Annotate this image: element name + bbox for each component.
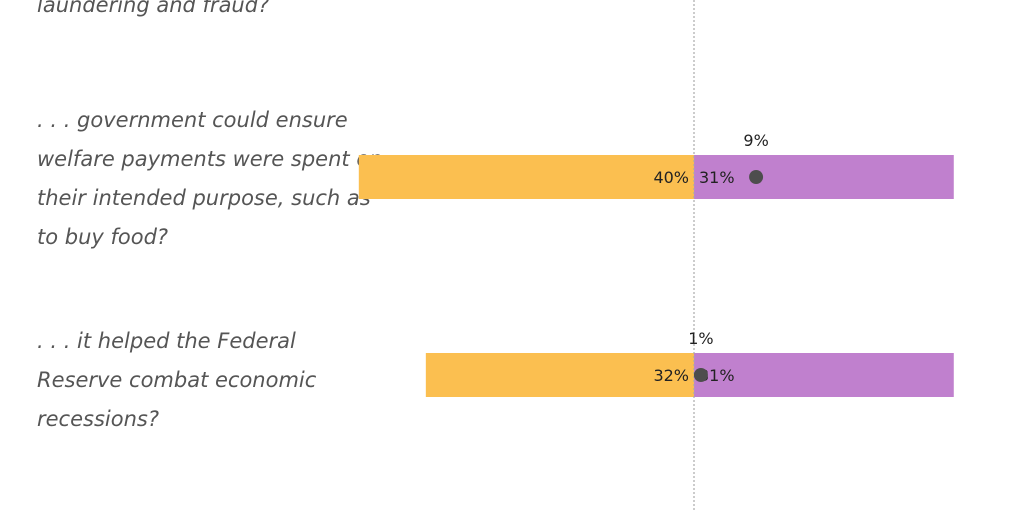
bar-left-label-recessions: 32% [653,366,689,385]
question-text-recessions: . . . it helped the Federal Reserve comb… [37,329,317,431]
question-text-fraud: laundering and fraud? [37,0,270,17]
bar-right-welfare [694,155,954,199]
bar-right-label-recessions: 31% [699,366,735,385]
bar-left-recessions [425,353,694,397]
question-text-welfare: . . . government could ensure welfare pa… [37,108,382,249]
bar-right-label-welfare: 31% [699,168,735,187]
dot-marker-recessions [693,368,708,382]
dot-label-welfare: 9% [743,131,768,150]
dot-marker-welfare [749,170,764,184]
bar-left-welfare [358,155,694,199]
bar-right-recessions [694,353,954,397]
dot-label-recessions: 1% [688,329,713,348]
bar-left-label-welfare: 40% [653,168,689,187]
